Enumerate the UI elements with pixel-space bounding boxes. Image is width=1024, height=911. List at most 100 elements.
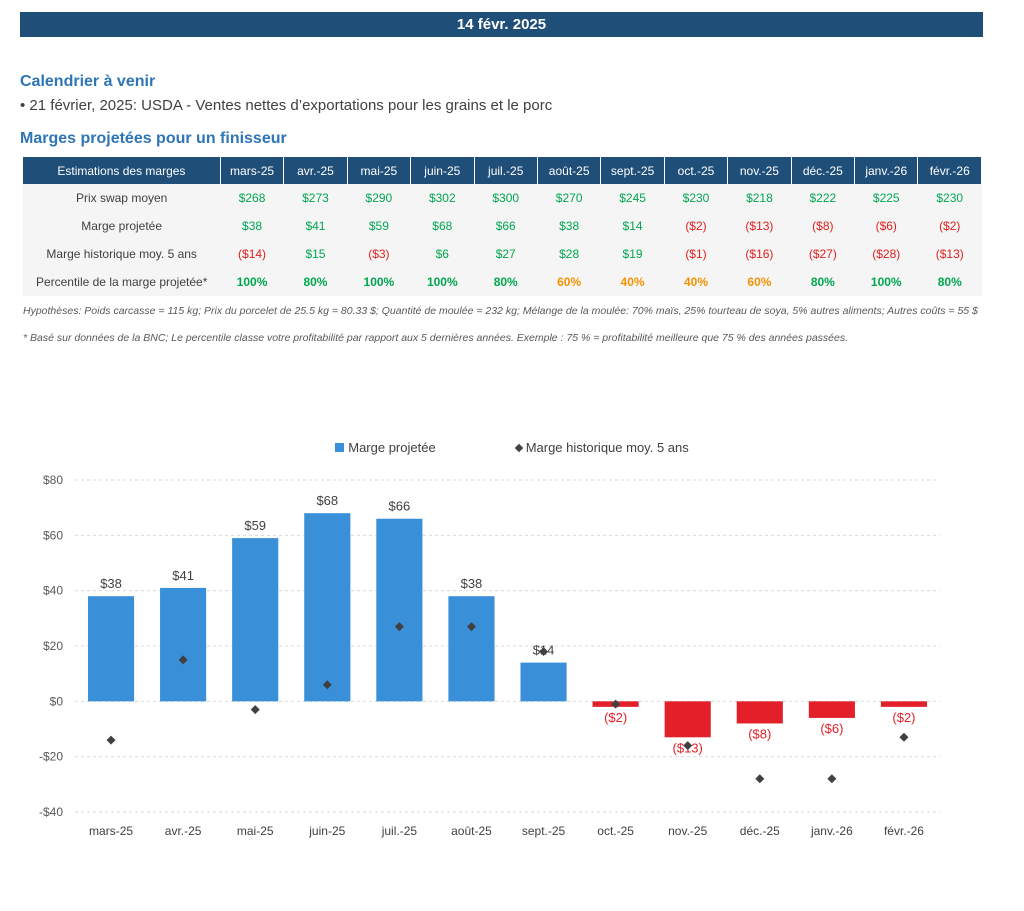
- x-tick-label: janv.-26: [810, 824, 853, 838]
- table-cell: 40%: [600, 268, 665, 296]
- table-cell: ($1): [664, 240, 728, 268]
- month-header: oct.-25: [664, 157, 729, 184]
- historical-marker: [683, 741, 693, 751]
- table-cell: 40%: [664, 268, 728, 296]
- table-cell: ($6): [854, 212, 918, 240]
- table-cell: $38: [220, 212, 284, 240]
- month-header: mars-25: [220, 157, 285, 184]
- row-label: Marge projetée: [23, 212, 221, 240]
- bar-data-label: ($2): [892, 710, 915, 725]
- historical-marker: [466, 622, 476, 632]
- table-cell: $302: [410, 184, 475, 212]
- y-tick-label: $80: [43, 473, 63, 487]
- row-label: Marge historique moy. 5 ans: [23, 240, 221, 268]
- x-tick-label: mars-25: [89, 824, 133, 838]
- table-cell: 80%: [474, 268, 538, 296]
- table-cell: $270: [537, 184, 601, 212]
- month-header: juil.-25: [474, 157, 538, 184]
- bar-data-label: $41: [172, 568, 194, 583]
- table-cell: 80%: [791, 268, 855, 296]
- table-cell: $59: [347, 212, 411, 240]
- bar: [304, 513, 351, 702]
- table-cell: ($14): [220, 240, 284, 268]
- table-cell: $66: [474, 212, 538, 240]
- y-tick-label: $20: [43, 639, 63, 653]
- table-cell: ($16): [727, 240, 792, 268]
- table-cell: $41: [283, 212, 348, 240]
- bar: [376, 518, 423, 702]
- table-cell: $268: [220, 184, 284, 212]
- month-header: sept.-25: [600, 157, 665, 184]
- table-cell: 80%: [917, 268, 982, 296]
- bar-data-label: $68: [316, 493, 338, 508]
- bar-data-label: ($2): [604, 710, 627, 725]
- table-cell: $19: [600, 240, 665, 268]
- table-cell: 100%: [347, 268, 411, 296]
- row-label: Percentile de la marge projetée*: [23, 268, 221, 296]
- bar: [87, 596, 135, 702]
- bar-data-label: ($8): [748, 726, 771, 741]
- bar: [880, 701, 928, 707]
- x-tick-label: août-25: [451, 824, 492, 838]
- x-tick-label: déc.-25: [740, 824, 780, 838]
- table-cell: ($13): [917, 240, 982, 268]
- date-banner: 14 févr. 2025: [20, 12, 983, 37]
- x-tick-label: juil.-25: [381, 824, 418, 838]
- bar: [448, 596, 495, 702]
- x-tick-label: nov.-25: [668, 824, 707, 838]
- bar: [520, 662, 567, 702]
- historical-marker: [899, 732, 909, 742]
- x-tick-label: juin-25: [308, 824, 345, 838]
- footnote: * Basé sur données de la BNC; Le percent…: [23, 332, 849, 344]
- margin-chart: -$40 -$20 $0 $20 $40 $60 $80 $38 $41 $59 $68 $66 $38…: [39, 473, 940, 838]
- table-cell: $15: [283, 240, 348, 268]
- table-cell: $222: [791, 184, 855, 212]
- table-cell: ($2): [917, 212, 982, 240]
- bar-data-label: $38: [100, 576, 122, 591]
- table-cell: 100%: [220, 268, 284, 296]
- margins-table: Estimations des marges mars-25 avr.-25 m…: [23, 157, 982, 296]
- table-cell: $6: [410, 240, 475, 268]
- bar-data-label: $66: [389, 499, 411, 514]
- month-header: déc.-25: [791, 157, 856, 184]
- month-header: janv.-26: [854, 157, 919, 184]
- table-cell: 60%: [727, 268, 792, 296]
- table-cell: ($8): [791, 212, 855, 240]
- month-header: mai-25: [347, 157, 412, 184]
- table-cell: $225: [854, 184, 918, 212]
- legend-label: Marge historique moy. 5 ans: [525, 440, 689, 455]
- chart-legend: Marge projetée Marge historique moy. 5 a…: [0, 440, 1024, 455]
- table-cell: $230: [917, 184, 982, 212]
- bar: [736, 701, 783, 724]
- month-header: août-25: [537, 157, 602, 184]
- historical-marker: [755, 774, 765, 784]
- table-cell: $300: [474, 184, 538, 212]
- historical-marker: [178, 655, 188, 665]
- historical-marker: [394, 622, 404, 632]
- table-header-row: Estimations des marges mars-25 avr.-25 m…: [23, 157, 982, 184]
- margins-title: Marges projetées pour un finisseur: [20, 130, 287, 147]
- bar: [160, 587, 207, 702]
- x-tick-label: févr.-26: [884, 824, 924, 838]
- row-label: Prix swap moyen: [23, 184, 221, 212]
- historical-marker: [539, 647, 549, 657]
- table-cell: $14: [600, 212, 665, 240]
- y-tick-label: -$20: [39, 750, 63, 764]
- table-row-swap-price: Prix swap moyen $268 $273 $290 $302 $300…: [23, 184, 982, 212]
- table-cell: 100%: [410, 268, 475, 296]
- historical-marker: [106, 735, 116, 745]
- month-header: nov.-25: [727, 157, 792, 184]
- calendar-event: • 21 février, 2025: USDA - Ventes nettes…: [20, 97, 553, 114]
- table-cell: 80%: [283, 268, 348, 296]
- table-cell: ($28): [854, 240, 918, 268]
- table-cell: $218: [727, 184, 792, 212]
- table-cell: ($3): [347, 240, 411, 268]
- month-header: juin-25: [410, 157, 475, 184]
- table-cell: $68: [410, 212, 475, 240]
- x-tick-label: avr.-25: [165, 824, 202, 838]
- bar-data-label: $38: [461, 576, 483, 591]
- legend-swatch-bar: [335, 443, 345, 452]
- table-cell: $28: [537, 240, 601, 268]
- historical-marker: [250, 705, 260, 715]
- y-tick-label: $0: [50, 694, 64, 708]
